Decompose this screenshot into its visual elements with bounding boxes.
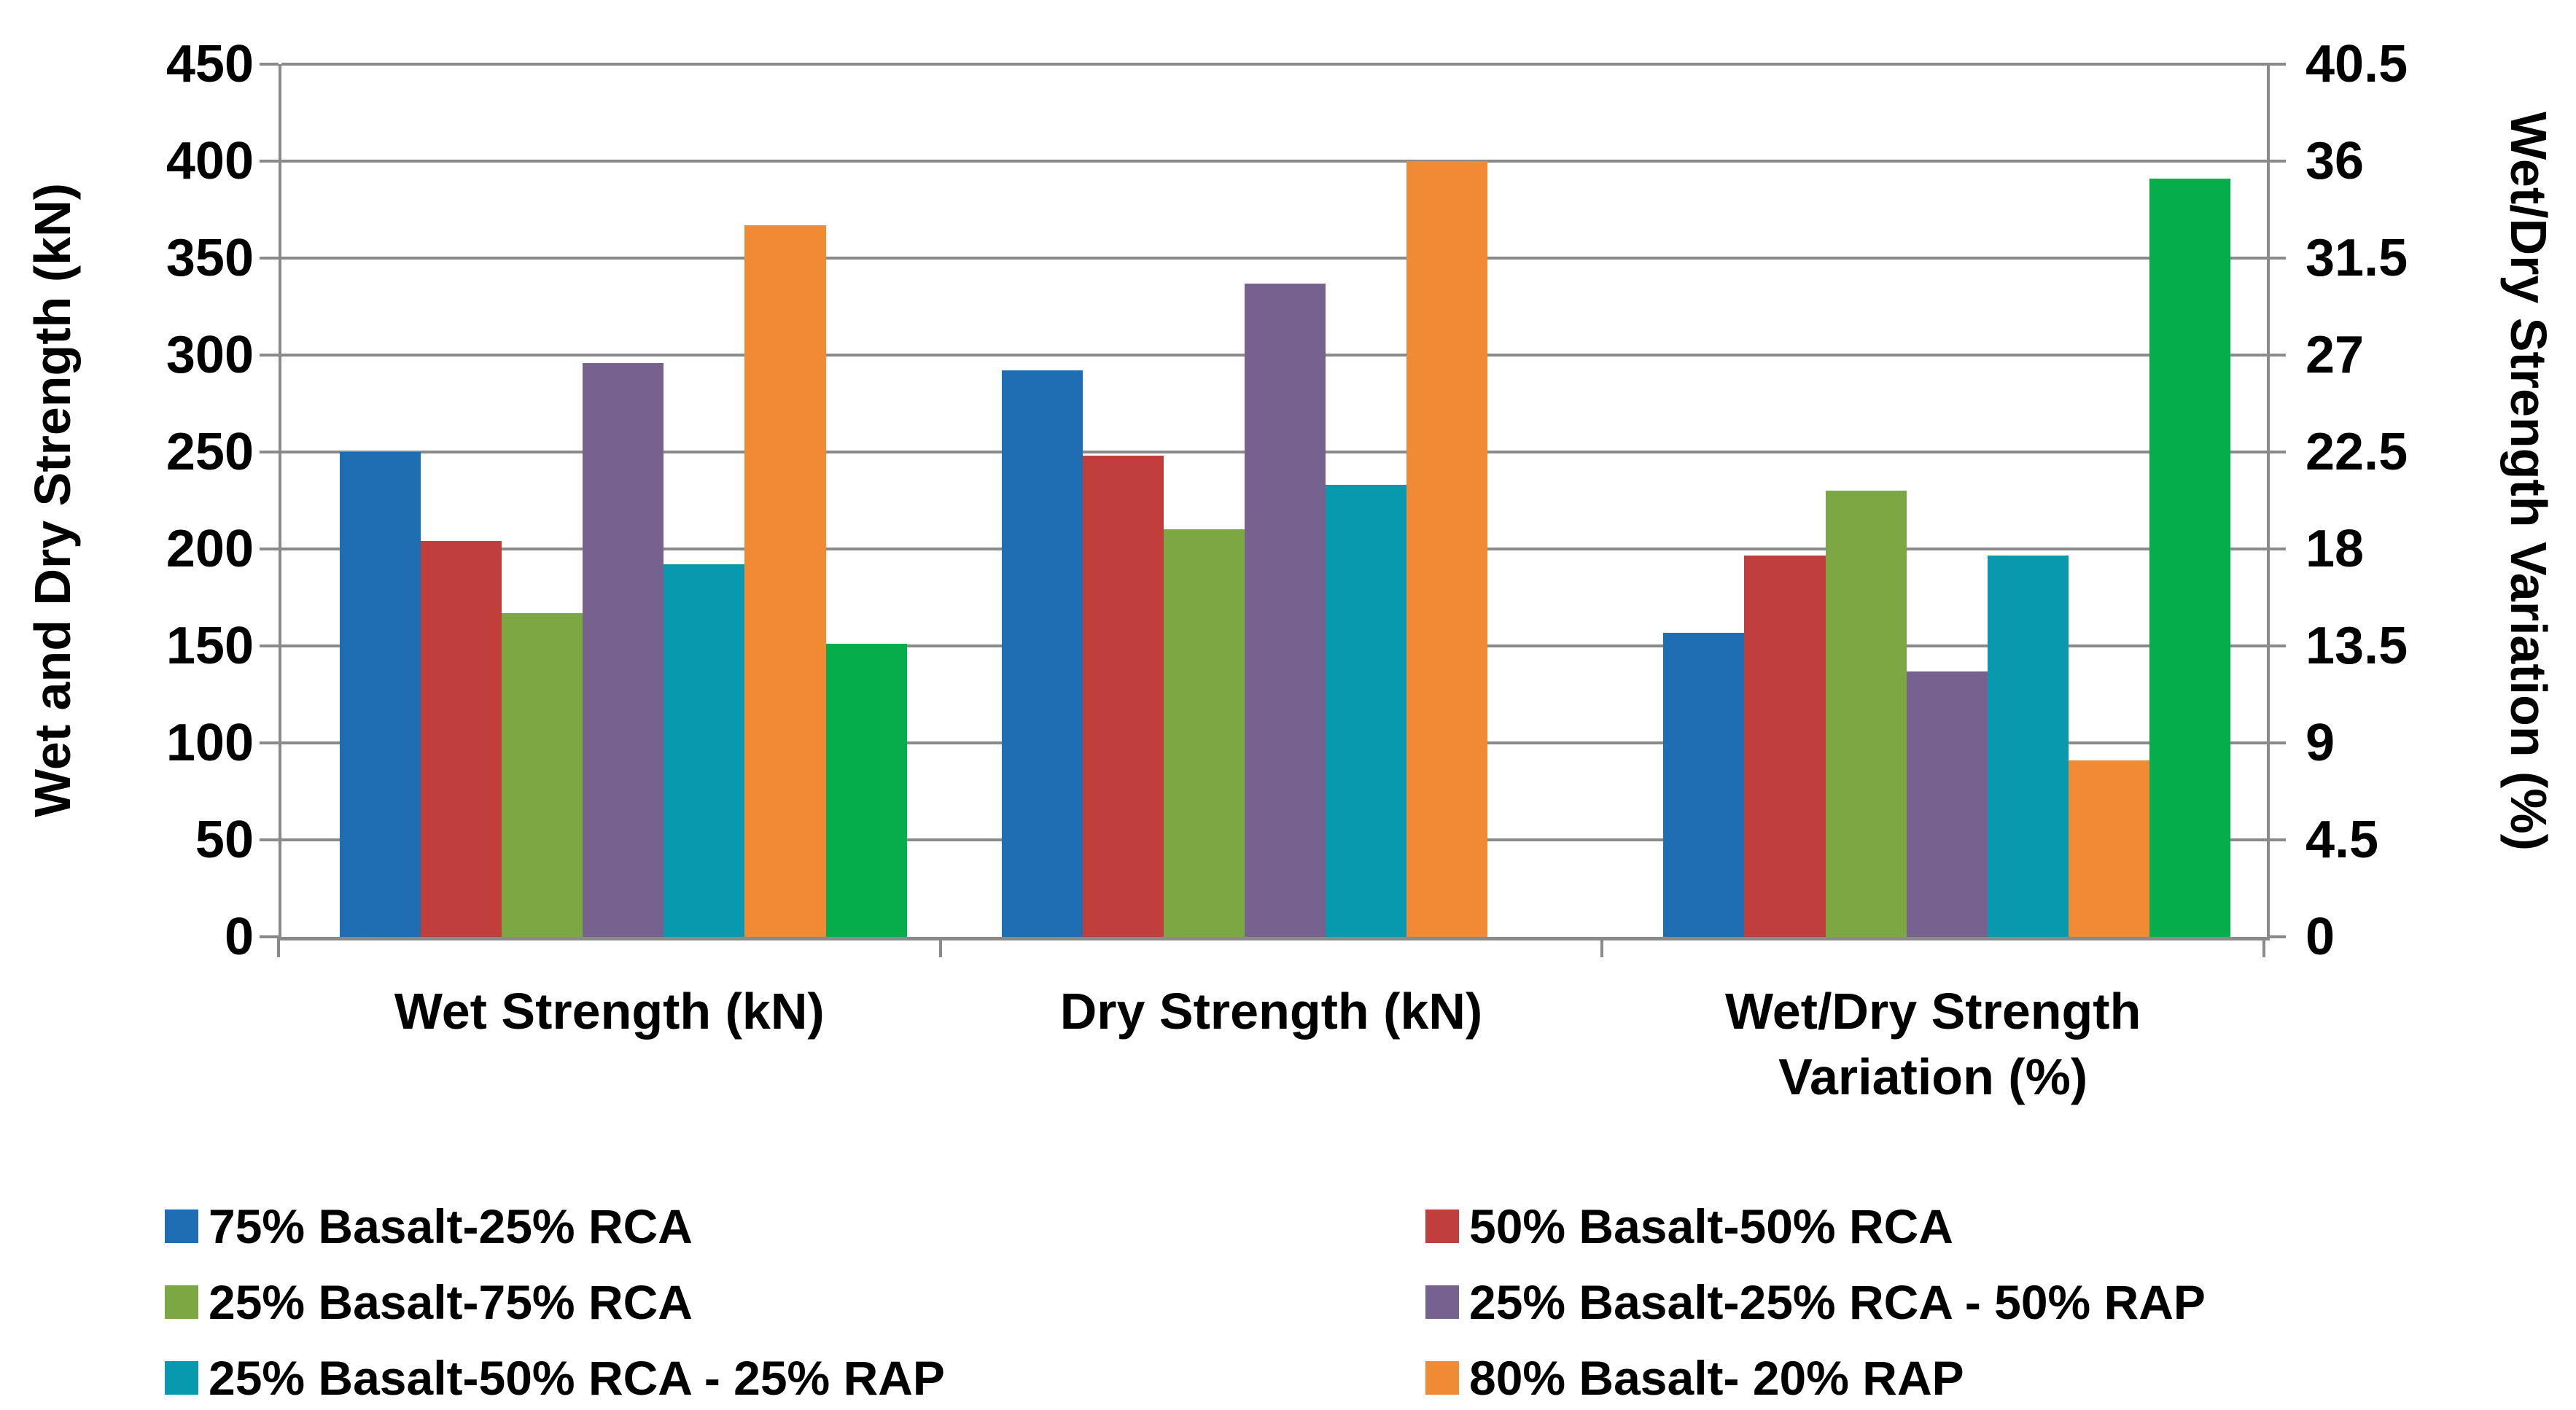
legend-item: 25% Basalt-75% RCA	[165, 1278, 1425, 1326]
right-axis-tick-label: 27	[2305, 326, 2365, 384]
category-label-text: Wet Strength (kN)	[394, 983, 825, 1040]
category-label-dry-strength: Dry Strength (kN)	[943, 978, 1600, 1044]
left-axis-tick-label: 450	[166, 35, 254, 93]
bar-wet-strength-series-2	[421, 541, 502, 937]
left-axis-tick-label: 200	[166, 520, 254, 578]
right-axis-tick	[2267, 741, 2286, 744]
legend: 75% Basalt-25% RCA 50% Basalt-50% RCA 25% …	[165, 1188, 2206, 1410]
left-axis-tick	[260, 935, 279, 938]
right-axis-tick	[2267, 160, 2286, 163]
right-axis-tick	[2267, 644, 2286, 647]
bar-wet-dry-variation-series-6	[2068, 760, 2149, 937]
legend-label: 25% Basalt-75% RCA	[209, 1275, 693, 1329]
bar-dry-strength-series-2	[1082, 456, 1164, 937]
bar-dry-strength-series-1	[1001, 370, 1083, 937]
bar-wet-strength-series-3	[502, 612, 583, 937]
bar-wet-dry-variation-series-7	[2149, 178, 2230, 937]
left-axis-tick	[260, 257, 279, 260]
left-axis-tick-label: 400	[166, 132, 254, 190]
right-axis-tick	[2267, 548, 2286, 550]
category-label-wet-strength: Wet Strength (kN)	[281, 978, 938, 1044]
right-axis-tick	[2267, 838, 2286, 841]
right-axis-tick	[2267, 935, 2286, 938]
bar-wet-dry-variation-series-3	[1825, 491, 1907, 937]
left-axis-tick-label: 100	[166, 714, 254, 772]
left-axis-tick-label: 300	[166, 326, 254, 384]
legend-swatch-icon	[1425, 1210, 1459, 1243]
legend-item: 25% Basalt-50% RCA - 25% RAP	[165, 1354, 1425, 1402]
right-axis-tick	[2267, 63, 2286, 66]
left-axis-tick	[260, 838, 279, 841]
right-axis-tick	[2267, 354, 2286, 357]
legend-swatch-icon	[165, 1210, 198, 1243]
legend-swatch-icon	[1425, 1285, 1459, 1319]
right-axis-tick	[2267, 451, 2286, 453]
left-axis-tick	[260, 644, 279, 647]
legend-swatch-icon	[165, 1361, 198, 1395]
right-axis-title: Wet/Dry Strength Variation (%)	[2500, 112, 2557, 851]
bar-wet-strength-series-1	[340, 452, 421, 937]
bar-wet-dry-variation-series-2	[1744, 555, 1826, 937]
left-axis-tick-label: 50	[195, 811, 254, 869]
left-axis-tick	[260, 160, 279, 163]
category-boundary-tick	[1600, 937, 1604, 957]
bar-wet-dry-variation-series-1	[1663, 633, 1745, 937]
bar-wet-strength-series-4	[583, 362, 664, 937]
right-axis-tick-label: 40.5	[2305, 35, 2408, 93]
legend-item: 80% Basalt- 20% RAP	[1425, 1354, 2206, 1402]
category-boundary-tick	[938, 937, 942, 957]
category-boundary-tick	[2262, 937, 2265, 957]
plot-area	[279, 63, 2270, 940]
left-axis-tick-label: 250	[166, 423, 254, 481]
legend-label: 25% Basalt-50% RCA - 25% RAP	[209, 1351, 945, 1405]
legend-item: 25% Basalt-25% RCA - 50% RAP	[1425, 1278, 2206, 1326]
legend-swatch-icon	[165, 1285, 198, 1319]
gridline	[281, 257, 2267, 260]
left-axis-tick	[260, 63, 279, 66]
legend-item: 75% Basalt-25% RCA	[165, 1202, 1425, 1250]
legend-label: 50% Basalt-50% RCA	[1469, 1199, 1953, 1253]
right-axis-tick-label: 9	[2305, 714, 2335, 772]
bar-dry-strength-series-3	[1163, 529, 1245, 937]
right-axis-tick-label: 0	[2305, 908, 2335, 966]
right-axis-tick-label: 31.5	[2305, 229, 2408, 287]
left-axis-tick	[260, 548, 279, 550]
left-axis-tick	[260, 354, 279, 357]
bar-group-dry-strength	[943, 64, 1606, 937]
left-axis-tick	[260, 741, 279, 744]
right-axis-tick	[2267, 257, 2286, 260]
category-label-text: Dry Strength (kN)	[1059, 983, 1483, 1040]
bar-wet-strength-series-7	[825, 644, 907, 937]
legend-swatch-icon	[1425, 1361, 1459, 1395]
gridline	[281, 63, 2267, 66]
legend-item: 50% Basalt-50% RCA	[1425, 1202, 2206, 1250]
left-axis-tick-label: 150	[166, 617, 254, 675]
right-axis-tick-label: 4.5	[2305, 811, 2379, 869]
bar-group-wet-dry-variation	[1605, 64, 2267, 937]
bar-wet-dry-variation-series-4	[1906, 671, 1988, 937]
category-boundary-tick	[277, 937, 280, 957]
bar-wet-strength-series-5	[664, 564, 745, 937]
bar-wet-strength-series-6	[744, 225, 826, 937]
bar-dry-strength-series-5	[1326, 485, 1407, 937]
bar-dry-strength-series-4	[1244, 283, 1326, 937]
legend-label: 80% Basalt- 20% RAP	[1469, 1351, 1964, 1405]
left-axis-tick-label: 350	[166, 229, 254, 287]
legend-label: 25% Basalt-25% RCA - 50% RAP	[1469, 1275, 2206, 1329]
right-axis-tick-label: 22.5	[2305, 423, 2408, 481]
legend-label: 75% Basalt-25% RCA	[209, 1199, 693, 1253]
category-label-wet-dry-variation: Wet/Dry Strength Variation (%)	[1605, 978, 2261, 1110]
right-axis-tick-label: 13.5	[2305, 617, 2408, 675]
gridline	[281, 160, 2267, 163]
right-axis-tick-label: 36	[2305, 132, 2365, 190]
left-axis-tick-label: 0	[224, 908, 254, 966]
bar-wet-dry-variation-series-5	[1987, 555, 2069, 937]
right-axis-tick-label: 18	[2305, 520, 2365, 578]
left-axis-tick	[260, 451, 279, 453]
bar-group-wet-strength	[281, 64, 943, 937]
category-label-text: Wet/Dry Strength Variation (%)	[1724, 983, 2141, 1105]
bar-dry-strength-series-6	[1406, 161, 1488, 937]
